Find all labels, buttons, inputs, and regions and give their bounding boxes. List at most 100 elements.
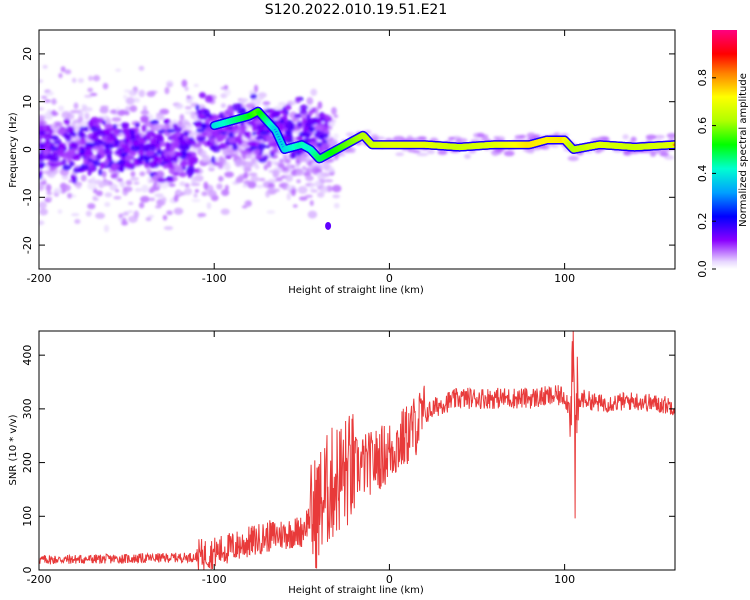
y-tick-label: -20 bbox=[21, 236, 34, 254]
noise-blob bbox=[67, 193, 72, 199]
noise-blob bbox=[464, 153, 471, 159]
noise-blob bbox=[64, 69, 72, 75]
noise-blob bbox=[71, 77, 77, 83]
noise-blob bbox=[102, 82, 109, 90]
noise-blob bbox=[197, 136, 205, 142]
noise-blob bbox=[160, 154, 167, 161]
noise-blob bbox=[113, 128, 120, 137]
noise-blob bbox=[282, 154, 289, 158]
noise-blob bbox=[77, 115, 84, 123]
noise-blob bbox=[106, 136, 117, 142]
noise-blob bbox=[294, 96, 301, 104]
noise-blob bbox=[100, 105, 109, 109]
noise-blob bbox=[306, 97, 314, 105]
noise-blob bbox=[125, 105, 131, 112]
noise-blob bbox=[437, 149, 448, 156]
noise-blob bbox=[174, 103, 184, 110]
noise-blob bbox=[245, 103, 256, 109]
noise-blob bbox=[141, 184, 149, 193]
noise-blob bbox=[294, 113, 302, 119]
noise-blob bbox=[124, 110, 130, 116]
noise-blob bbox=[255, 184, 264, 189]
noise-blob bbox=[257, 143, 267, 150]
noise-blob bbox=[183, 187, 193, 196]
noise-blob bbox=[299, 108, 308, 115]
x-tick-label: -100 bbox=[202, 272, 227, 285]
noise-blob bbox=[180, 144, 191, 151]
x-tick-label: -200 bbox=[27, 573, 52, 586]
noise-blob bbox=[87, 120, 94, 127]
noise-blob bbox=[244, 200, 252, 207]
noise-blob bbox=[302, 165, 307, 171]
noise-blob bbox=[237, 132, 242, 140]
noise-blob bbox=[323, 179, 334, 183]
noise-blob bbox=[193, 83, 199, 88]
noise-blob bbox=[39, 120, 45, 126]
noise-blob bbox=[327, 140, 339, 145]
noise-blob bbox=[311, 107, 317, 114]
noise-blob bbox=[204, 94, 214, 103]
noise-blob bbox=[455, 138, 468, 144]
noise-blob bbox=[49, 128, 54, 135]
noise-blob bbox=[73, 102, 79, 110]
noise-blob bbox=[186, 95, 191, 99]
x-tick-label: -100 bbox=[202, 573, 227, 586]
noise-blob bbox=[163, 119, 172, 124]
noise-blob bbox=[99, 144, 105, 151]
noise-blob bbox=[317, 174, 326, 181]
noise-blob bbox=[285, 174, 294, 182]
noise-blob bbox=[218, 142, 228, 150]
noise-blob bbox=[286, 163, 292, 169]
noise-blob bbox=[81, 106, 91, 113]
noise-blob bbox=[345, 132, 356, 137]
noise-blob bbox=[218, 155, 224, 164]
noise-blob bbox=[224, 171, 234, 178]
noise-blob bbox=[63, 118, 71, 125]
noise-blob bbox=[316, 117, 322, 126]
noise-blob bbox=[166, 210, 173, 216]
noise-blob bbox=[185, 168, 195, 176]
noise-blob bbox=[190, 111, 196, 119]
noise-blob bbox=[71, 213, 80, 217]
noise-blob bbox=[160, 180, 169, 189]
noise-blob bbox=[133, 181, 140, 185]
y-tick-label: 200 bbox=[21, 452, 34, 473]
noise-blob bbox=[84, 149, 92, 156]
noise-blob bbox=[101, 120, 107, 126]
noise-blob bbox=[129, 105, 138, 113]
noise-blob bbox=[258, 177, 266, 182]
noise-blob bbox=[206, 130, 212, 139]
noise-blob bbox=[197, 212, 207, 217]
noise-blob bbox=[120, 181, 126, 188]
noise-blob bbox=[90, 134, 99, 142]
noise-blob bbox=[130, 170, 136, 177]
noise-blob bbox=[39, 220, 45, 226]
noise-blob bbox=[284, 104, 292, 111]
noise-blob bbox=[493, 136, 500, 140]
noise-blob bbox=[173, 207, 184, 215]
colorbar-tick-label: 0.2 bbox=[696, 212, 709, 230]
noise-blob bbox=[232, 143, 238, 151]
noise-blob bbox=[42, 65, 48, 69]
noise-blob bbox=[58, 105, 65, 112]
noise-blob bbox=[295, 135, 303, 142]
noise-blob bbox=[250, 93, 258, 100]
noise-blob bbox=[138, 89, 146, 98]
noise-blob bbox=[290, 188, 296, 197]
noise-blob bbox=[184, 124, 194, 129]
noise-blob bbox=[248, 172, 258, 177]
noise-blob bbox=[69, 110, 80, 114]
noise-blob bbox=[252, 126, 258, 132]
noise-blob bbox=[90, 166, 95, 172]
noise-blob bbox=[567, 155, 579, 162]
noise-blob bbox=[63, 134, 70, 139]
noise-blob bbox=[71, 132, 77, 137]
noise-blob bbox=[448, 136, 455, 141]
noise-blob bbox=[221, 189, 230, 196]
noise-blob bbox=[84, 112, 90, 120]
noise-blob bbox=[100, 148, 105, 154]
noise-blob bbox=[41, 95, 48, 99]
snr-frame bbox=[38, 330, 676, 571]
spectrogram-y-label: Frequency (Hz) bbox=[8, 112, 19, 188]
noise-blob bbox=[92, 197, 99, 201]
